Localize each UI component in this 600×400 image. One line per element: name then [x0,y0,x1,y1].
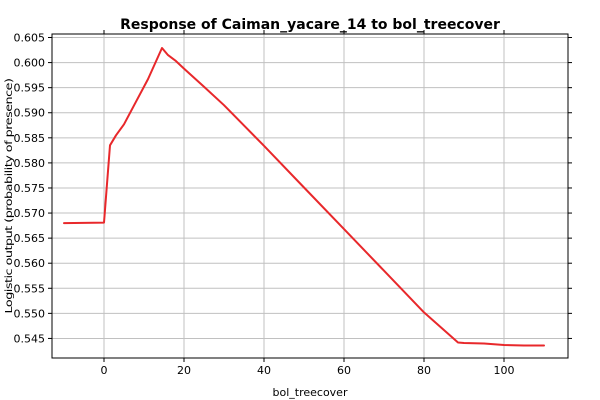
y-tick-label: 0.605 [14,32,46,45]
y-tick-label: 0.575 [14,182,46,195]
series-layer [63,47,545,347]
x-tick-label: 100 [494,364,515,377]
y-tick-label: 0.545 [14,332,46,345]
x-tick-label: 0 [101,364,108,377]
y-tick-label: 0.585 [14,132,46,145]
x-tick-label: 20 [177,364,191,377]
y-tick-label: 0.565 [14,232,46,245]
x-axis: 0 20 40 60 80 100 [101,30,515,377]
gridlines [52,34,568,358]
y-tick-label: 0.570 [14,207,46,220]
y-tick-label: 0.550 [14,307,46,320]
response-curve [63,47,545,347]
y-tick-label: 0.595 [14,82,46,95]
y-tick-label: 0.580 [14,157,46,170]
y-axis-label: Logistic output (probability of presence… [4,78,15,314]
y-tick-label: 0.600 [14,57,46,70]
x-tick-label: 40 [257,364,271,377]
x-axis-label: bol_treecover [273,386,348,399]
y-axis: 0.545 0.550 0.555 0.560 0.565 0.570 0.575 0.580… [14,32,572,345]
y-tick-label: 0.590 [14,107,46,120]
y-tick-label: 0.555 [14,282,46,295]
y-tick-label: 0.560 [14,257,46,270]
x-tick-label: 80 [417,364,431,377]
plot-frame [51,33,569,359]
x-tick-label: 60 [337,364,351,377]
chart-title: Response of Caiman_yacare_14 to bol_tree… [120,17,500,33]
